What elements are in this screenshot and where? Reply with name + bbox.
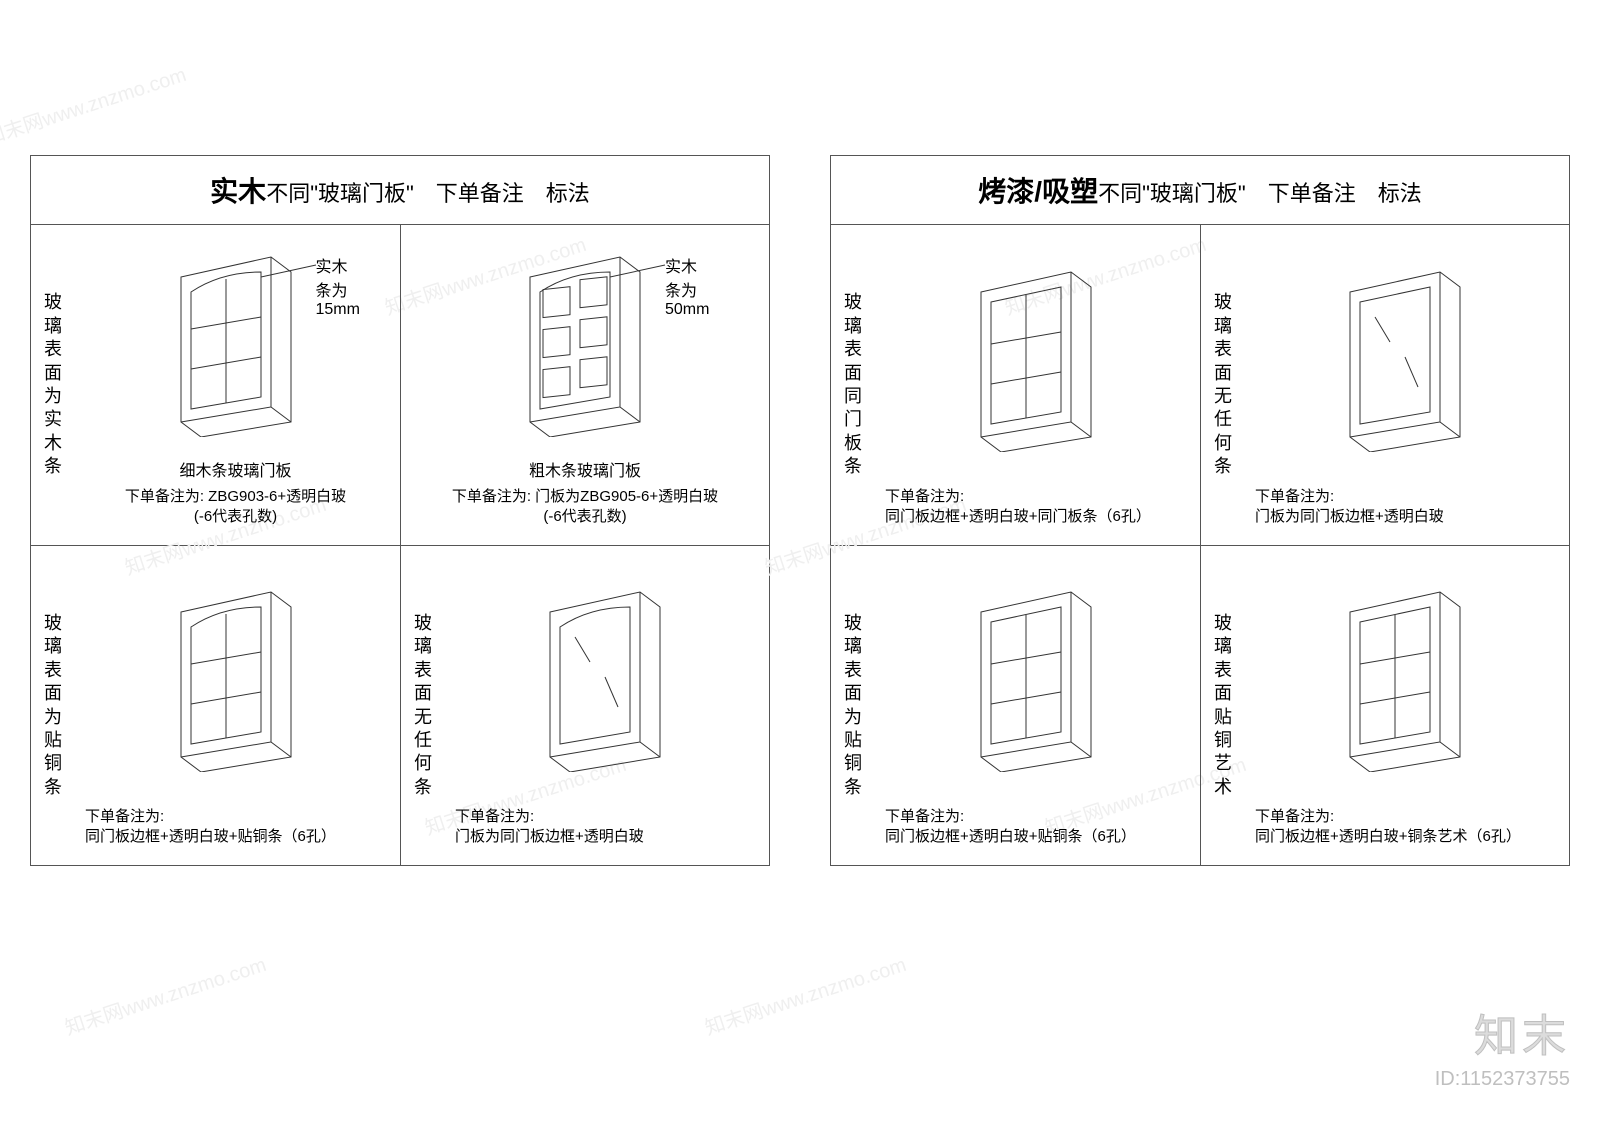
order-note: 下单备注为:同门板边框+透明白玻+贴铜条（6孔） xyxy=(79,801,392,858)
leader-line xyxy=(261,261,321,281)
door-rect-grid xyxy=(961,262,1111,452)
cell: 玻璃表面无任何条 xyxy=(1200,225,1569,545)
panel-title: 实木不同"玻璃门板" 下单备注 标法 xyxy=(31,156,769,225)
panel-title: 烤漆/吸塑不同"玻璃门板" 下单备注 标法 xyxy=(831,156,1569,225)
cell: 玻璃表面为贴铜条 xyxy=(831,546,1200,865)
cell: 实木条为50mm 粗木条玻璃门板 下单备注为: 门板为ZBG905-6+透明白玻… xyxy=(400,225,769,545)
vertical-label: 玻璃表面为贴铜条 xyxy=(831,612,871,799)
panel-title-main: 实木 xyxy=(210,176,266,207)
vertical-label: 玻璃表面同门板条 xyxy=(831,291,871,478)
diagram-container: 实木不同"玻璃门板" 下单备注 标法 玻璃表面为实木条 xyxy=(0,0,1600,866)
vertical-label: 玻璃表面为贴铜条 xyxy=(31,612,71,799)
watermark-id: ID:1152373755 xyxy=(1435,1068,1570,1091)
vertical-label: 玻璃表面无任何条 xyxy=(401,612,441,799)
order-note: 下单备注为:同门板边框+透明白玻+铜条艺术（6孔） xyxy=(1249,801,1561,858)
door-arch-plain xyxy=(530,582,680,772)
annotation-text: 实木条为50mm xyxy=(665,253,709,319)
order-note: 下单备注为: 门板为ZBG905-6+透明白玻(-6代表孔数) xyxy=(409,481,761,538)
bg-watermark: 知末网www.znzmo.com xyxy=(701,948,910,1040)
vertical-label: 玻璃表面为实木条 xyxy=(31,291,71,478)
door-rect-grid xyxy=(1330,582,1480,772)
door-arch-thin-grid xyxy=(161,582,311,772)
cell: 玻璃表面同门板条 xyxy=(831,225,1200,545)
door-rect-plain xyxy=(1330,262,1480,452)
panel-title-main: 烤漆/吸塑 xyxy=(978,176,1098,207)
panel-row: 玻璃表面同门板条 xyxy=(831,225,1569,545)
door-rect-grid xyxy=(961,582,1111,772)
order-note: 下单备注为:同门板边框+透明白玻+贴铜条（6孔） xyxy=(879,801,1192,858)
order-note: 下单备注为:门板为同门板边框+透明白玻 xyxy=(449,801,761,858)
panel-paint-plastic: 烤漆/吸塑不同"玻璃门板" 下单备注 标法 玻璃表面同门板条 xyxy=(830,155,1570,866)
order-note: 下单备注为:门板为同门板边框+透明白玻 xyxy=(1249,481,1561,538)
cell: 玻璃表面为实木条 xyxy=(31,225,400,545)
cell: 玻璃表面无任何条 xyxy=(400,546,769,865)
door-caption: 粗木条玻璃门板 xyxy=(529,457,641,481)
leader-line xyxy=(610,261,670,281)
panel-row: 玻璃表面为贴铜条 xyxy=(831,545,1569,865)
door-caption: 细木条玻璃门板 xyxy=(179,457,291,481)
order-note: 下单备注为:同门板边框+透明白玻+同门板条（6孔） xyxy=(879,481,1192,538)
bg-watermark: 知末网www.znzmo.com xyxy=(61,948,270,1040)
annotation-text: 实木条为15mm xyxy=(316,253,360,319)
panel-solid-wood: 实木不同"玻璃门板" 下单备注 标法 玻璃表面为实木条 xyxy=(30,155,770,866)
order-note: 下单备注为: ZBG903-6+透明白玻(-6代表孔数) xyxy=(79,481,392,538)
cell: 玻璃表面为贴铜条 xyxy=(31,546,400,865)
watermark-brand: 知末 ID:1152373755 xyxy=(1435,1000,1570,1091)
panel-row: 玻璃表面为贴铜条 xyxy=(31,545,769,865)
panel-title-rest: 不同"玻璃门板" 下单备注 标法 xyxy=(266,181,590,206)
panel-title-rest: 不同"玻璃门板" 下单备注 标法 xyxy=(1098,181,1422,206)
cell: 玻璃表面贴铜艺术 xyxy=(1200,546,1569,865)
vertical-label: 玻璃表面无任何条 xyxy=(1201,291,1241,478)
watermark-text: 知末 xyxy=(1435,1000,1570,1064)
panel-row: 玻璃表面为实木条 xyxy=(31,225,769,545)
vertical-label: 玻璃表面贴铜艺术 xyxy=(1201,612,1241,799)
